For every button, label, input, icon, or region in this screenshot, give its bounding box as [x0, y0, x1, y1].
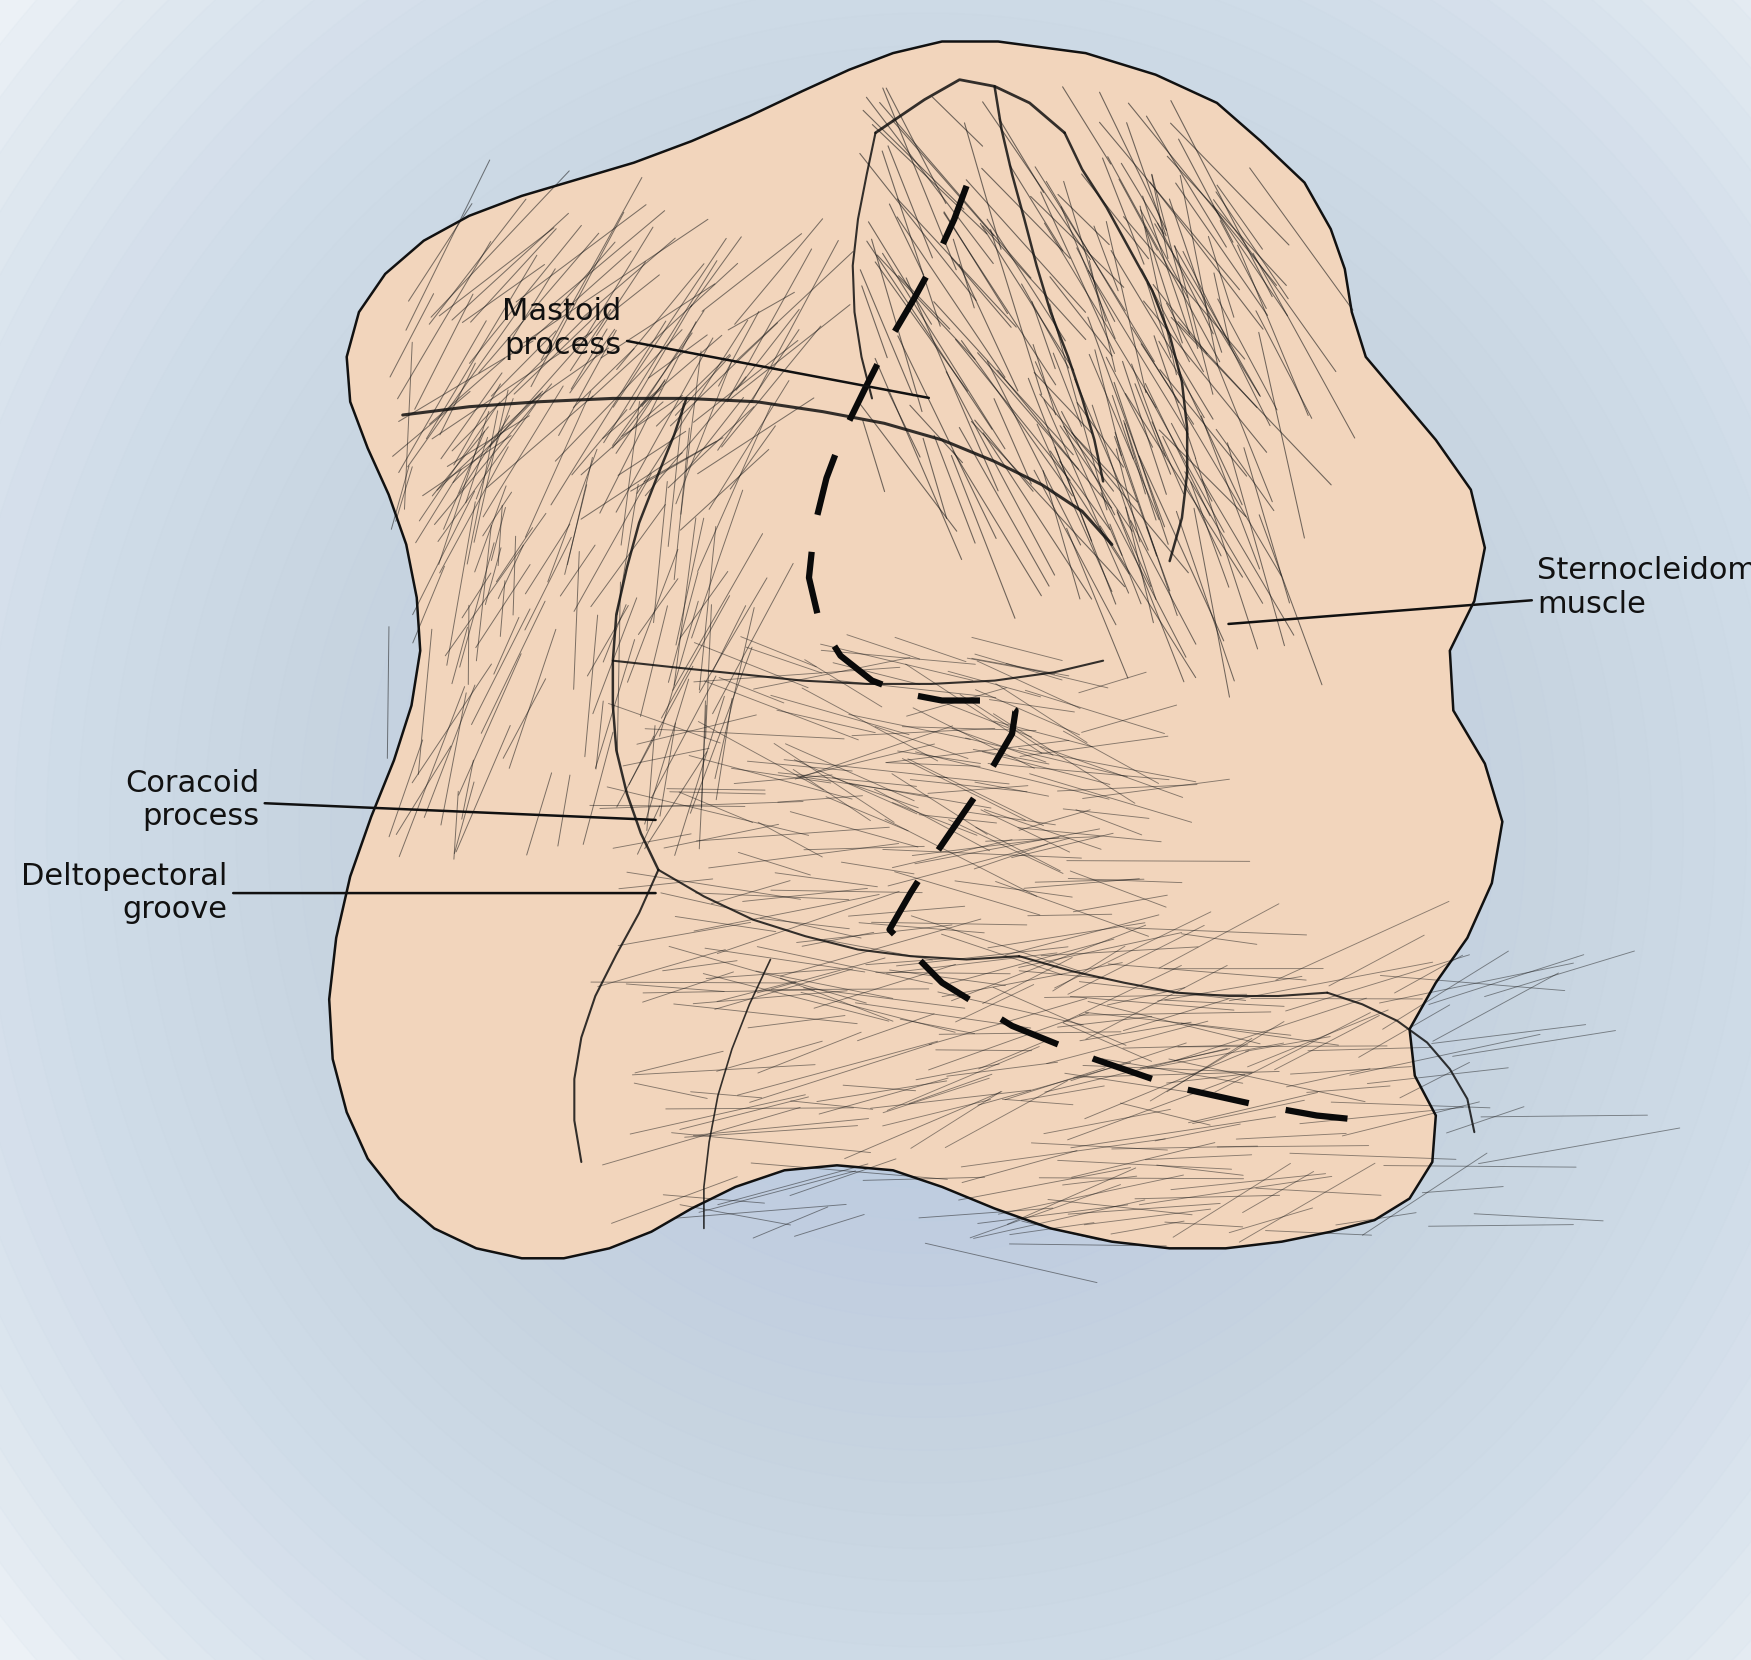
Text: Deltopectoral
groove: Deltopectoral groove: [21, 862, 655, 925]
Polygon shape: [329, 42, 1502, 1258]
Text: Coracoid
process: Coracoid process: [124, 769, 655, 832]
Text: Mastoid
process: Mastoid process: [503, 297, 928, 398]
Text: Sternocleidomastoid
muscle: Sternocleidomastoid muscle: [1229, 556, 1751, 624]
